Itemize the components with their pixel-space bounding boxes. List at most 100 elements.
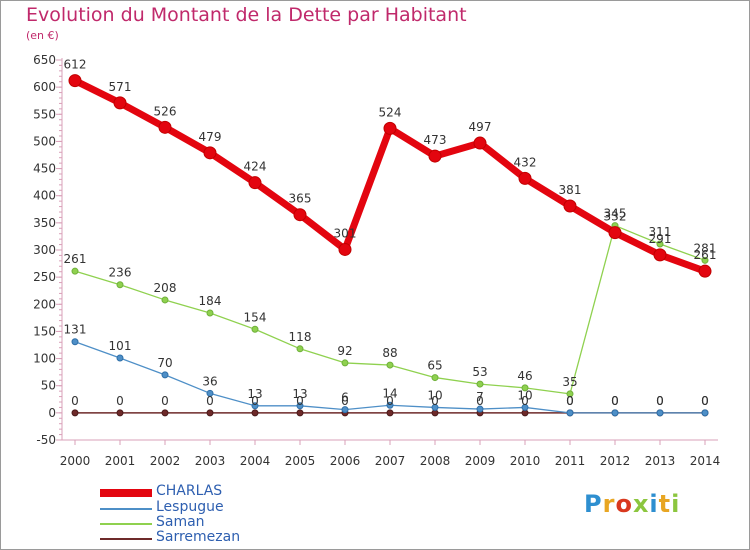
data-point-saman bbox=[251, 325, 259, 333]
data-point-charlas bbox=[653, 248, 667, 262]
data-label-saman: 208 bbox=[154, 281, 177, 295]
data-label-saman: 311 bbox=[649, 225, 672, 239]
data-label-saman: 154 bbox=[244, 310, 267, 324]
chart-axes: -500501001502002503003504004505005506006… bbox=[33, 53, 720, 468]
x-tick-label: 2000 bbox=[60, 454, 91, 468]
data-label-saman: 281 bbox=[694, 241, 717, 255]
proxiti-logo: Proxiti bbox=[584, 490, 681, 518]
data-point-sarremezan bbox=[116, 409, 124, 417]
legend-label-charlas: CHARLAS bbox=[156, 483, 223, 499]
data-point-charlas bbox=[113, 96, 127, 110]
data-point-charlas bbox=[338, 242, 352, 256]
y-tick-label: -50 bbox=[36, 433, 56, 447]
x-tick-label: 2003 bbox=[195, 454, 226, 468]
data-point-sarremezan bbox=[386, 409, 394, 417]
y-tick-label: 450 bbox=[33, 162, 56, 176]
data-label-saman: 92 bbox=[337, 344, 352, 358]
x-tick-label: 2005 bbox=[285, 454, 316, 468]
data-label-charlas: 612 bbox=[64, 58, 87, 72]
y-tick-label: 300 bbox=[33, 243, 56, 257]
data-label-saman: 345 bbox=[604, 207, 627, 221]
data-point-charlas bbox=[473, 136, 487, 150]
data-label-charlas: 524 bbox=[379, 105, 402, 119]
data-point-sarremezan bbox=[296, 409, 304, 417]
data-point-sarremezan bbox=[206, 409, 214, 417]
legend-label-lespugue: Lespugue bbox=[156, 499, 224, 515]
data-label-saman: 53 bbox=[472, 365, 487, 379]
legend-swatch-lespugue bbox=[100, 508, 152, 510]
x-tick-label: 2013 bbox=[645, 454, 676, 468]
data-label-sarremezan: 0 bbox=[161, 394, 169, 408]
data-point-lespugue bbox=[701, 409, 709, 417]
data-label-sarremezan: 0 bbox=[476, 394, 484, 408]
data-label-sarremezan: 0 bbox=[431, 394, 439, 408]
data-point-lespugue bbox=[521, 403, 529, 411]
data-label-lespugue: 13 bbox=[292, 387, 307, 401]
data-point-lespugue bbox=[566, 409, 574, 417]
data-label-sarremezan: 0 bbox=[71, 394, 79, 408]
y-tick-label: 100 bbox=[33, 352, 56, 366]
data-point-charlas bbox=[203, 146, 217, 160]
data-point-lespugue bbox=[611, 409, 619, 417]
data-label-lespugue: 101 bbox=[109, 339, 132, 353]
data-label-sarremezan: 0 bbox=[521, 394, 529, 408]
data-label-saman: 35 bbox=[562, 375, 577, 389]
x-tick-label: 2009 bbox=[465, 454, 496, 468]
data-label-lespugue: 0 bbox=[566, 394, 574, 408]
data-point-saman bbox=[206, 309, 214, 317]
data-label-charlas: 424 bbox=[244, 160, 267, 174]
x-tick-label: 2004 bbox=[240, 454, 271, 468]
data-label-sarremezan: 0 bbox=[386, 394, 394, 408]
x-tick-label: 2007 bbox=[375, 454, 406, 468]
data-label-lespugue: 10 bbox=[427, 388, 442, 402]
data-point-saman bbox=[71, 267, 79, 275]
data-point-saman bbox=[431, 374, 439, 382]
y-tick-label: 350 bbox=[33, 216, 56, 230]
data-label-lespugue: 36 bbox=[202, 374, 217, 388]
data-point-charlas bbox=[68, 74, 82, 88]
data-label-saman: 65 bbox=[427, 359, 442, 373]
data-label-lespugue: 6 bbox=[341, 391, 349, 405]
data-label-charlas: 497 bbox=[469, 120, 492, 134]
x-tick-label: 2002 bbox=[150, 454, 181, 468]
data-label-charlas: 526 bbox=[154, 104, 177, 118]
data-point-charlas bbox=[248, 176, 262, 190]
data-label-lespugue: 14 bbox=[382, 386, 397, 400]
data-label-sarremezan: 0 bbox=[296, 394, 304, 408]
y-tick-label: 50 bbox=[41, 379, 56, 393]
data-point-sarremezan bbox=[71, 409, 79, 417]
data-point-saman bbox=[701, 256, 709, 264]
data-point-saman bbox=[161, 296, 169, 304]
data-label-lespugue: 70 bbox=[157, 356, 172, 370]
data-point-saman bbox=[116, 281, 124, 289]
data-point-charlas bbox=[158, 120, 172, 134]
data-point-charlas bbox=[428, 149, 442, 163]
data-label-lespugue: 0 bbox=[656, 394, 664, 408]
data-label-sarremezan: 0 bbox=[701, 394, 709, 408]
data-label-sarremezan: 0 bbox=[251, 394, 259, 408]
data-point-saman bbox=[386, 361, 394, 369]
data-point-charlas bbox=[518, 171, 532, 185]
data-point-saman bbox=[476, 380, 484, 388]
y-tick-label: 650 bbox=[33, 53, 56, 67]
data-point-lespugue bbox=[476, 405, 484, 413]
data-label-charlas: 432 bbox=[514, 155, 537, 169]
x-tick-label: 2014 bbox=[690, 454, 721, 468]
data-label-lespugue: 131 bbox=[64, 323, 87, 337]
y-tick-label: 150 bbox=[33, 324, 56, 338]
data-point-charlas bbox=[698, 264, 712, 278]
y-tick-label: 200 bbox=[33, 297, 56, 311]
data-label-sarremezan: 0 bbox=[341, 394, 349, 408]
data-point-lespugue bbox=[251, 402, 259, 410]
data-point-lespugue bbox=[431, 403, 439, 411]
data-label-lespugue: 0 bbox=[611, 394, 619, 408]
data-label-sarremezan: 0 bbox=[206, 394, 214, 408]
data-label-saman: 46 bbox=[517, 369, 532, 383]
data-point-lespugue bbox=[161, 371, 169, 379]
data-point-charlas bbox=[383, 121, 397, 135]
data-label-saman: 261 bbox=[64, 252, 87, 266]
data-point-saman bbox=[566, 390, 574, 398]
data-label-charlas: 261 bbox=[694, 248, 717, 262]
data-label-saman: 184 bbox=[199, 294, 222, 308]
